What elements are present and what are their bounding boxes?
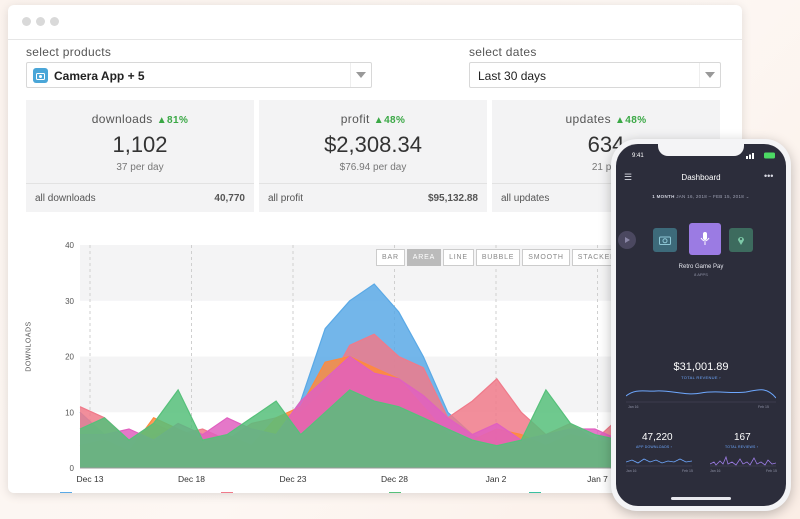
x-tick-label: Dec 28 bbox=[381, 474, 408, 484]
more-options-icon[interactable]: ••• bbox=[764, 171, 774, 181]
up-arrow-icon: ▲ bbox=[614, 115, 626, 126]
revenue-axis-end: Feb 15 bbox=[758, 405, 769, 409]
revenue-axis-start: Jan 16 bbox=[628, 405, 639, 409]
downloads-axis-start: Jan 16 bbox=[626, 469, 637, 473]
downloads-axis-end: Feb 15 bbox=[682, 469, 693, 473]
legend-swatch bbox=[221, 492, 233, 493]
dates-select[interactable]: Last 30 days bbox=[469, 62, 721, 88]
chart-type-smooth-button[interactable]: SMOOTH bbox=[522, 249, 570, 266]
period-range: JAN 16, 2018 – FEB 15, 2018 bbox=[676, 194, 745, 199]
hamburger-menu-icon[interactable]: ☰ bbox=[624, 172, 633, 182]
divider bbox=[259, 183, 487, 184]
stat-per-day: $76.94 per day bbox=[339, 162, 407, 173]
y-tick-label: 10 bbox=[65, 408, 74, 417]
downloads-sparkline bbox=[626, 458, 692, 467]
app-tile-video[interactable] bbox=[618, 231, 636, 249]
stat-name: updates bbox=[565, 112, 611, 126]
total-revenue-label: TOTAL REVENUE bbox=[681, 375, 718, 380]
y-axis-label: DOWNLOADS bbox=[25, 321, 33, 372]
stat-change: 48% bbox=[625, 115, 647, 126]
x-tick-label: Dec 13 bbox=[77, 474, 104, 484]
stat-total-label: all profit bbox=[268, 193, 304, 204]
legend-swatch bbox=[389, 492, 401, 493]
y-tick-label: 20 bbox=[65, 353, 74, 362]
up-arrow-icon: ▲ bbox=[156, 115, 168, 126]
app-tile-mic-selected[interactable] bbox=[689, 223, 721, 255]
stat-value: $2,308.34 bbox=[324, 132, 422, 157]
phone-title: Dashboard bbox=[681, 173, 721, 182]
app-downloads-value: 47,220 bbox=[642, 432, 673, 443]
chart-type-toggle: BAR AREA LINE BUBBLE SMOOTH STACKED bbox=[376, 249, 624, 266]
window-control-close[interactable] bbox=[22, 17, 31, 26]
series-area-4 bbox=[80, 389, 742, 468]
date-range-selector[interactable]: 1 MONTH JAN 16, 2018 – FEB 15, 2018 ⌄ bbox=[616, 194, 786, 200]
stat-value: 1,102 bbox=[112, 132, 168, 157]
reviews-axis-end: Feb 15 bbox=[766, 469, 777, 473]
stat-change: 81% bbox=[167, 115, 189, 126]
stat-card-profit[interactable]: profit ▲48% $2,308.34 $76.94 per day all … bbox=[259, 100, 487, 212]
chevron-down-icon[interactable] bbox=[699, 63, 720, 87]
app-tile-location[interactable] bbox=[729, 228, 753, 252]
phone-mockup: 9:41 ☰ Dashboard ••• 1 MONTH JAN 16, 201… bbox=[611, 139, 791, 511]
app-tile-camera[interactable] bbox=[653, 228, 677, 252]
divider bbox=[26, 183, 254, 184]
window-control-zoom[interactable] bbox=[50, 17, 59, 26]
camera-app-icon bbox=[33, 68, 48, 83]
x-tick-label: Dec 23 bbox=[280, 474, 307, 484]
revenue-sparkline bbox=[626, 389, 776, 403]
total-reviews-link[interactable]: TOTAL REVIEWS › bbox=[725, 445, 759, 449]
chart-type-bubble-button[interactable]: BUBBLE bbox=[475, 249, 521, 266]
stat-total-label: all updates bbox=[501, 193, 550, 204]
chart-type-line-button[interactable]: LINE bbox=[443, 249, 474, 266]
x-tick-label: Dec 18 bbox=[178, 474, 205, 484]
dates-select-value: Last 30 days bbox=[478, 69, 547, 83]
chart-type-bar-button[interactable]: BAR bbox=[376, 249, 405, 266]
window-control-minimize[interactable] bbox=[36, 17, 45, 26]
total-reviews-label: TOTAL REVIEWS bbox=[725, 445, 756, 449]
stat-per-day: 37 per day bbox=[116, 162, 164, 173]
legend-swatch bbox=[60, 492, 72, 493]
signal-battery-icon bbox=[746, 152, 776, 161]
phone-notch bbox=[658, 144, 744, 156]
products-select-value: Camera App + 5 bbox=[54, 69, 145, 83]
dates-label: select dates bbox=[469, 45, 537, 59]
app-name: Retro Game Pay bbox=[678, 264, 724, 270]
stat-card-downloads[interactable]: downloads ▲81% 1,102 37 per day all downl… bbox=[26, 100, 254, 212]
reviews-sparkline bbox=[710, 455, 776, 467]
stat-total-value: $95,132.88 bbox=[427, 193, 478, 204]
y-tick-label: 40 bbox=[65, 241, 74, 250]
products-label: select products bbox=[26, 45, 112, 59]
chevron-down-icon[interactable] bbox=[350, 63, 371, 87]
app-downloads-link[interactable]: APP DOWNLOADS › bbox=[636, 445, 673, 449]
up-arrow-icon: ▲ bbox=[373, 115, 385, 126]
stat-name: profit bbox=[340, 112, 370, 126]
reviews-axis-start: Jan 16 bbox=[710, 469, 721, 473]
stat-name: downloads bbox=[91, 112, 153, 126]
stat-total-value: 40,770 bbox=[214, 193, 245, 204]
divider bbox=[492, 183, 720, 184]
y-tick-label: 0 bbox=[70, 464, 75, 473]
y-tick-label: 30 bbox=[65, 297, 74, 306]
total-revenue-value: $31,001.89 bbox=[673, 361, 729, 373]
app-downloads-label: APP DOWNLOADS bbox=[636, 445, 670, 449]
status-time: 9:41 bbox=[632, 153, 644, 159]
chevron-down-icon: ⌄ bbox=[745, 194, 750, 199]
total-revenue-link[interactable]: TOTAL REVENUE › bbox=[681, 375, 721, 380]
x-tick-label: Jan 7 bbox=[587, 474, 608, 484]
products-select[interactable]: Camera App + 5 bbox=[26, 62, 372, 88]
home-indicator[interactable] bbox=[671, 497, 731, 500]
app-sub: 8 APPS bbox=[694, 272, 708, 277]
stat-per-day: 21 per bbox=[591, 162, 621, 173]
total-reviews-value: 167 bbox=[734, 432, 751, 443]
period-bold: 1 MONTH bbox=[652, 194, 675, 199]
title-bar bbox=[8, 5, 742, 40]
chart-type-area-button[interactable]: AREA bbox=[406, 249, 442, 266]
x-tick-label: Jan 2 bbox=[486, 474, 507, 484]
stat-total-label: all downloads bbox=[35, 193, 96, 204]
stat-change: 48% bbox=[384, 115, 406, 126]
phone-screen: 9:41 ☰ Dashboard ••• 1 MONTH JAN 16, 201… bbox=[616, 144, 786, 506]
legend-swatch bbox=[529, 492, 541, 493]
